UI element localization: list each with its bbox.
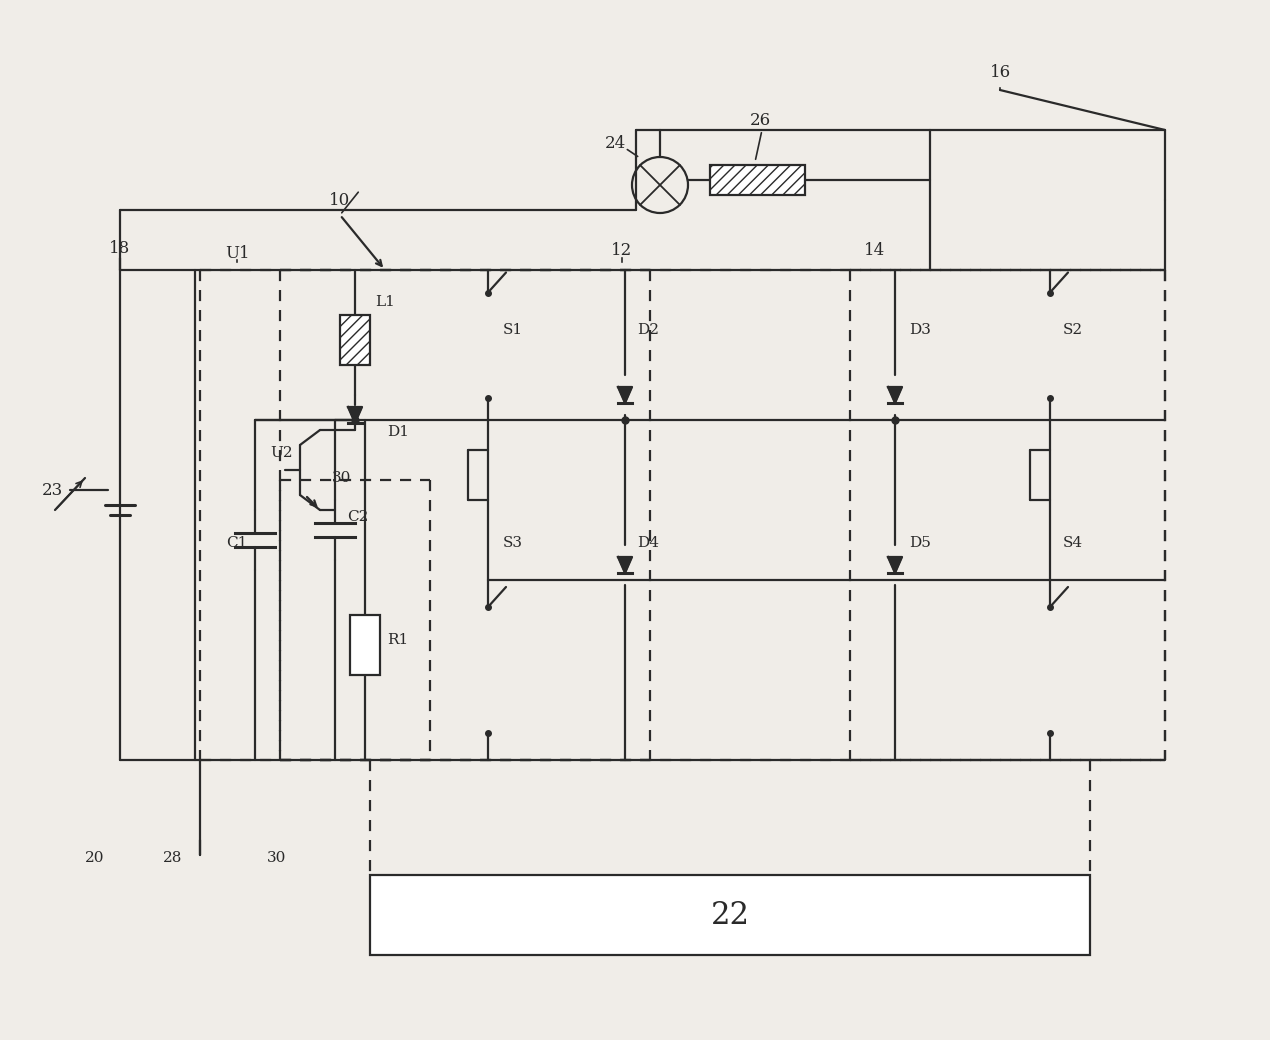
Text: D5: D5: [909, 536, 931, 550]
Text: D3: D3: [909, 323, 931, 337]
Text: 14: 14: [865, 241, 885, 259]
Text: S3: S3: [503, 536, 523, 550]
Text: 18: 18: [109, 239, 131, 257]
Text: S1: S1: [503, 323, 523, 337]
Polygon shape: [618, 557, 632, 573]
Polygon shape: [618, 387, 632, 404]
Text: R1: R1: [387, 633, 409, 647]
Text: 26: 26: [749, 111, 771, 129]
Text: D1: D1: [387, 425, 409, 439]
Text: 28: 28: [164, 851, 183, 865]
Bar: [351, 615, 380, 675]
Bar: [710, 165, 805, 196]
Text: D2: D2: [638, 323, 659, 337]
Text: 22: 22: [710, 900, 749, 931]
Text: U1: U1: [225, 244, 249, 261]
Bar: [370, 875, 1090, 955]
Text: 24: 24: [605, 134, 626, 152]
Text: C1: C1: [226, 536, 248, 550]
Text: 30: 30: [267, 851, 287, 865]
Text: L1: L1: [375, 295, 395, 309]
Text: 16: 16: [989, 63, 1011, 80]
Text: S2: S2: [1063, 323, 1083, 337]
Text: D4: D4: [638, 536, 659, 550]
Text: 20: 20: [85, 851, 104, 865]
Text: 10: 10: [329, 191, 351, 208]
Polygon shape: [888, 557, 902, 573]
Polygon shape: [348, 407, 362, 423]
Polygon shape: [888, 387, 902, 404]
Text: S4: S4: [1063, 536, 1083, 550]
Text: U2: U2: [271, 446, 293, 460]
Bar: [340, 315, 370, 365]
Text: C2: C2: [347, 510, 368, 524]
Text: 30: 30: [333, 471, 352, 485]
Text: 12: 12: [611, 241, 632, 259]
Text: 23: 23: [42, 482, 62, 498]
